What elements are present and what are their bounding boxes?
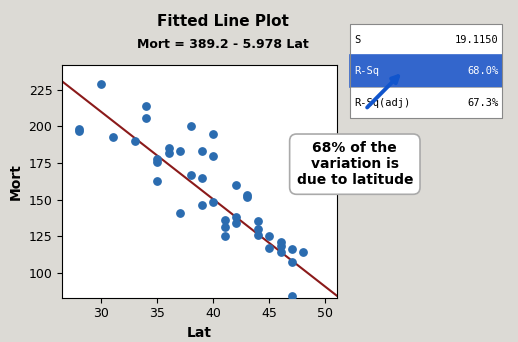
Point [243,193,251,198]
Point [221,225,229,230]
Point [108,134,117,140]
Point [187,124,195,129]
Text: 68.0%: 68.0% [468,66,499,76]
Point [176,148,184,154]
Point [221,217,229,223]
Point [165,146,173,151]
Text: R-Sq: R-Sq [354,66,379,76]
Point [97,81,106,87]
Text: Mort = 389.2 - 5.978 Lat: Mort = 389.2 - 5.978 Lat [137,38,309,51]
Point [209,131,218,136]
Text: S: S [354,35,360,45]
Point [221,233,229,239]
Point [277,244,285,249]
Point [254,226,263,232]
Point [209,200,218,205]
Point [287,293,296,299]
Text: Fitted Line Plot: Fitted Line Plot [157,14,289,29]
Point [299,249,307,255]
Point [243,194,251,199]
Point [75,128,83,133]
Text: 68% of the
variation is
due to latitude: 68% of the variation is due to latitude [297,141,413,187]
Point [142,115,150,120]
Point [254,232,263,237]
Point [265,245,274,251]
Point [75,127,83,132]
Point [277,249,285,255]
Text: 19.1150: 19.1150 [455,35,499,45]
Y-axis label: Mort: Mort [9,163,23,200]
Point [287,247,296,252]
Point [153,178,162,183]
Point [232,220,240,226]
Point [198,148,206,154]
Point [198,203,206,208]
Point [287,260,296,265]
Point [198,175,206,180]
Point [232,214,240,220]
Point [265,233,274,239]
Point [153,156,162,161]
Point [153,159,162,164]
X-axis label: Lat: Lat [187,326,212,340]
Point [187,172,195,177]
Point [254,219,263,224]
Point [142,103,150,109]
Point [165,150,173,156]
Point [277,239,285,245]
Point [209,153,218,158]
Text: 67.3%: 67.3% [468,97,499,108]
Point [232,182,240,188]
Point [131,138,139,144]
Text: R-Sq(adj): R-Sq(adj) [354,97,410,108]
Point [176,210,184,215]
